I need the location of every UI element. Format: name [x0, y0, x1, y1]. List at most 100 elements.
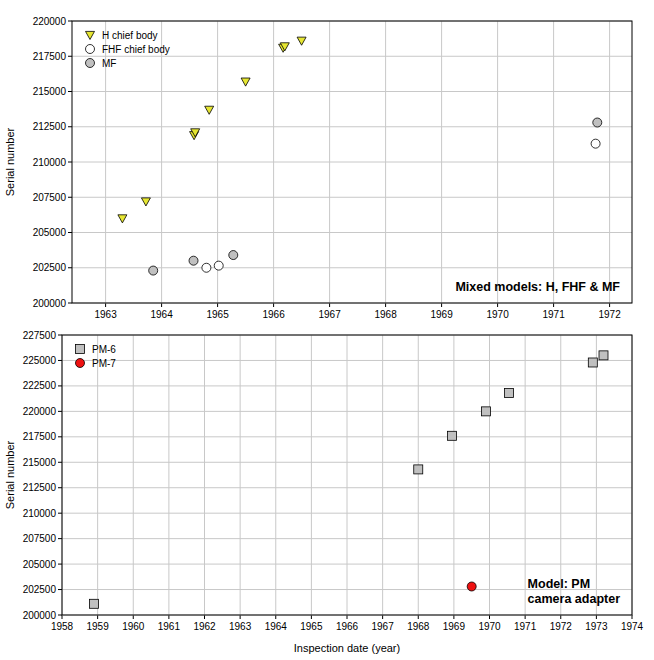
tick-mark: [441, 303, 442, 307]
marks: [118, 37, 602, 275]
grid-line: [62, 360, 632, 361]
point: [481, 407, 490, 416]
legend: PM-6 PM-7: [76, 344, 117, 369]
grid-line: [133, 335, 134, 615]
tick-mark: [525, 615, 526, 619]
tick-mark: [68, 126, 72, 127]
point: [297, 37, 306, 45]
tick-mark: [68, 91, 72, 92]
point: [591, 139, 600, 148]
grid-line: [72, 56, 632, 57]
tick-mark: [133, 615, 134, 619]
y-tick-label: 210000: [33, 157, 67, 168]
tick-mark: [217, 303, 218, 307]
point: [149, 266, 158, 275]
x-tick-label: 1968: [374, 309, 397, 320]
tick-mark: [453, 615, 454, 619]
legend-label: PM-7: [92, 358, 116, 369]
tick-mark: [58, 487, 62, 488]
tick-mark: [58, 411, 62, 412]
grid-line: [453, 335, 454, 615]
grid-line: [72, 91, 632, 92]
grid-line: [62, 411, 632, 412]
tick-mark: [240, 615, 241, 619]
y-tick-label: 217500: [23, 431, 57, 442]
legend-marker: [76, 359, 85, 368]
grid-line: [347, 335, 348, 615]
tick-mark: [497, 303, 498, 307]
tick-mark: [273, 303, 274, 307]
tick-mark: [596, 615, 597, 619]
grid-line: [240, 335, 241, 615]
tick-mark: [58, 538, 62, 539]
legend-marker: [86, 59, 95, 68]
y-tick-label: 215000: [33, 86, 67, 97]
y-tick-label: 215000: [23, 457, 57, 468]
grid-line: [72, 232, 632, 233]
y-tick-label: 207500: [33, 192, 67, 203]
tick-mark: [58, 589, 62, 590]
tick-mark: [382, 615, 383, 619]
annotation: camera adapter: [528, 592, 621, 606]
legend-label: MF: [102, 58, 116, 69]
grid-line: [525, 335, 526, 615]
grid-line: [418, 335, 419, 615]
x-tick-label: 1960: [122, 621, 145, 632]
tick-mark: [385, 303, 386, 307]
tick-mark: [105, 303, 106, 307]
point: [505, 389, 514, 398]
point: [599, 351, 608, 360]
y-tick-label: 200000: [33, 298, 67, 309]
grid-line: [62, 513, 632, 514]
tick-mark: [632, 615, 633, 619]
x-tick-label: 1962: [193, 621, 216, 632]
x-tick-label: 1967: [372, 621, 395, 632]
y-tick-label: 202500: [33, 262, 67, 273]
tick-mark: [553, 303, 554, 307]
tick-mark: [204, 615, 205, 619]
tick-mark: [58, 335, 62, 336]
legend-marker: [86, 45, 95, 54]
y-tick-label: 210000: [23, 508, 57, 519]
grid-line: [62, 487, 632, 488]
y-axis-label: Serial number: [4, 440, 16, 509]
point: [205, 106, 214, 114]
point: [90, 599, 99, 608]
x-tick-label: 1969: [443, 621, 466, 632]
legend-label: FHF chief body: [102, 44, 170, 55]
plot-bg: [72, 21, 632, 303]
y-tick-label: 227500: [23, 330, 57, 341]
point: [214, 261, 223, 270]
grid-line: [72, 162, 632, 163]
grid-line: [62, 538, 632, 539]
point: [414, 465, 423, 474]
y-tick-label: 225000: [23, 355, 57, 366]
y-tick-label: 222500: [23, 380, 57, 391]
tick-mark: [329, 303, 330, 307]
x-tick-label: 1964: [150, 309, 173, 320]
annotation: Mixed models: H, FHF & MF: [455, 280, 620, 294]
tick-mark: [97, 615, 98, 619]
tick-mark: [560, 615, 561, 619]
tick-mark: [58, 462, 62, 463]
tick-mark: [168, 615, 169, 619]
point: [191, 129, 200, 137]
point: [280, 43, 289, 51]
y-tick-label: 212500: [23, 482, 57, 493]
grid-line: [204, 335, 205, 615]
x-tick-label: 1969: [430, 309, 453, 320]
point: [241, 78, 250, 86]
tick-mark: [58, 385, 62, 386]
legend-label: PM-6: [92, 344, 116, 355]
point: [189, 256, 198, 265]
legend-marker: [76, 345, 85, 354]
grid-line: [97, 335, 98, 615]
y-tick-label: 200000: [23, 610, 57, 621]
grid-line: [62, 385, 632, 386]
point: [467, 582, 476, 591]
tick-mark: [58, 360, 62, 361]
x-tick-label: 1965: [206, 309, 229, 320]
x-tick-label: 1964: [265, 621, 288, 632]
panel: 1958195919601961196219631964196519661967…: [4, 330, 644, 655]
tick-mark: [68, 303, 72, 304]
